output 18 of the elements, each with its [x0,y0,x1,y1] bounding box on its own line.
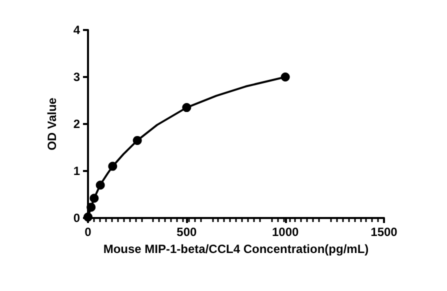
point [86,202,96,212]
y-axis-title: OD Value [45,97,59,150]
x-axis-title: Mouse MIP-1-beta/CCL4 Concentration(pg/mL) [103,242,369,256]
point [96,180,105,190]
point [182,103,192,112]
point [280,72,290,82]
y-tick-label: 3 [73,70,80,84]
point [108,162,118,171]
y-tick-label: 1 [73,164,80,178]
point [132,136,142,145]
x-tick-label: 0 [84,225,92,239]
x-tick-label: 1500 [370,225,398,239]
y-tick-label: 4 [73,23,80,37]
x-tick-label: 500 [176,225,197,239]
x-tick-label: 1000 [272,225,300,239]
y-tick-label: 0 [73,211,80,225]
point [90,194,99,203]
y-tick-label: 2 [73,117,80,131]
